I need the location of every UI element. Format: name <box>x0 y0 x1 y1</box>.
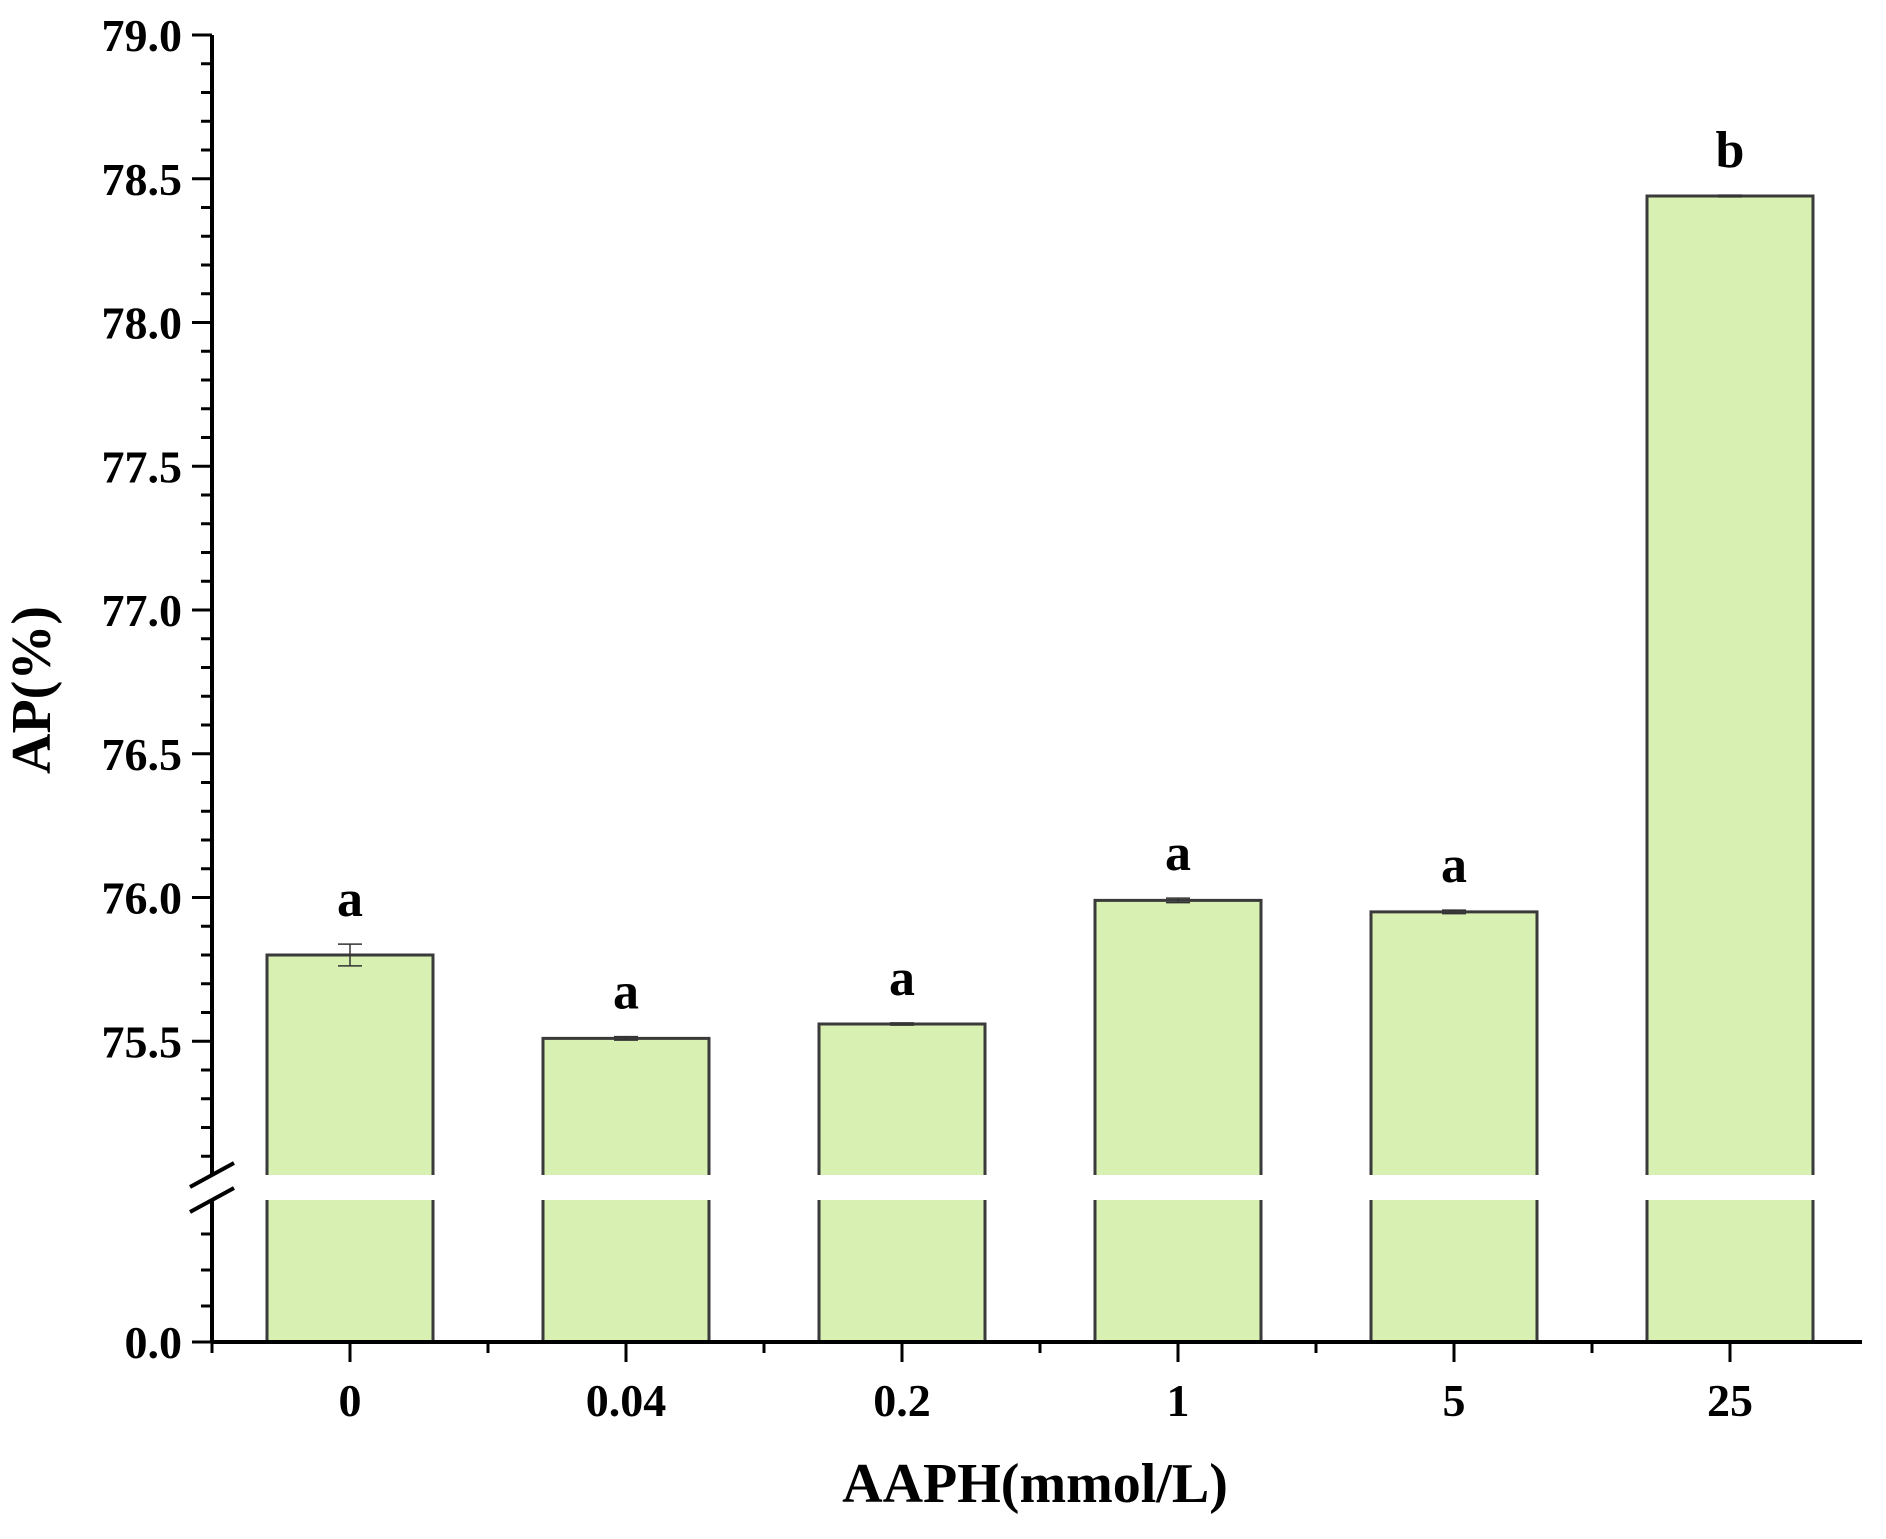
y-tick-label-77.0: 77.0 <box>102 585 183 636</box>
y-tick-label-0.0: 0.0 <box>125 1317 183 1368</box>
x-tick-label-0.04: 0.04 <box>586 1375 667 1426</box>
x-axis-title: AAPH(mmol/L) <box>842 1453 1228 1515</box>
y-tick-label-76.0: 76.0 <box>102 873 183 924</box>
y-tick-label-78.0: 78.0 <box>102 298 183 349</box>
y-tick-label-78.5: 78.5 <box>102 154 183 205</box>
significance-letter-1: a <box>1165 825 1191 882</box>
bar-0 <box>267 955 433 1342</box>
x-tick-label-0: 0 <box>339 1375 362 1426</box>
significance-letter-0.2: a <box>889 950 915 1007</box>
y-tick-label-77.5: 77.5 <box>102 441 183 492</box>
x-tick-label-1: 1 <box>1167 1375 1190 1426</box>
y-tick-label-75.5: 75.5 <box>102 1016 183 1067</box>
bar-25 <box>1647 196 1813 1342</box>
y-tick-label-79.0: 79.0 <box>102 10 183 61</box>
x-tick-label-5: 5 <box>1443 1375 1466 1426</box>
x-tick-label-25: 25 <box>1707 1375 1753 1426</box>
significance-letter-0: a <box>337 871 363 928</box>
significance-letter-25: b <box>1716 122 1745 179</box>
axis-break-gap <box>182 1175 1886 1200</box>
significance-letter-0.04: a <box>613 964 639 1021</box>
plot-area: a a a a a b 75.5 76.0 76.5 77.0 77.5 78.0 78.5 79.0 0.… <box>102 10 1886 1426</box>
y-axis-title: AP(%) <box>1 606 63 774</box>
significance-letter-5: a <box>1441 837 1467 894</box>
y-tick-label-76.5: 76.5 <box>102 729 183 780</box>
bar-5 <box>1371 912 1537 1342</box>
x-tick-label-0.2: 0.2 <box>873 1375 931 1426</box>
bar-1 <box>1095 900 1261 1342</box>
